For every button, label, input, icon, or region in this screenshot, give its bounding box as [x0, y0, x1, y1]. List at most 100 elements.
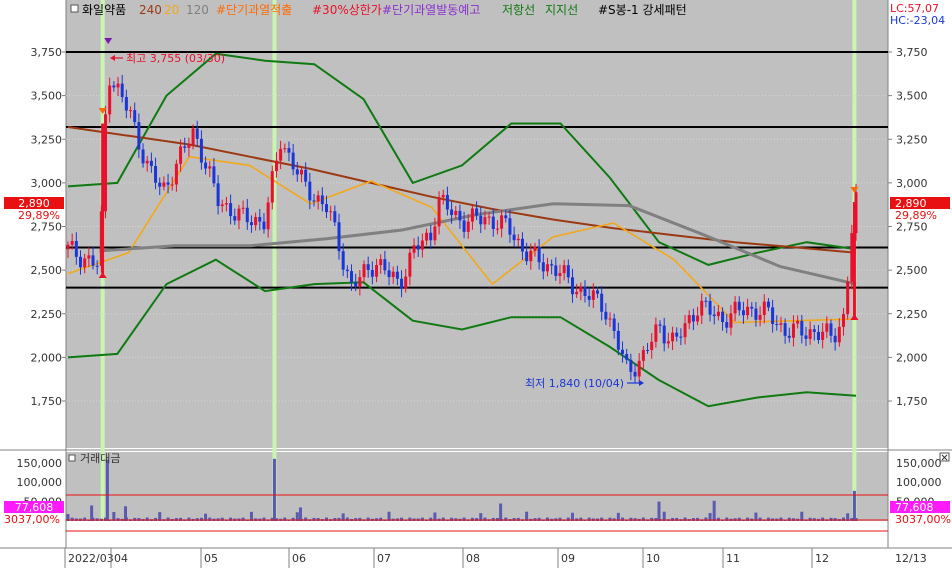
- ma-240-line: [67, 126, 857, 254]
- candle-body: [612, 318, 616, 331]
- candle-body: [729, 313, 733, 328]
- candle-body: [512, 234, 516, 241]
- volume-bar: [746, 517, 750, 521]
- y-tick-left: 3,250: [31, 133, 63, 146]
- volume-bar: [683, 517, 687, 521]
- candle-body: [833, 335, 837, 343]
- candle-body: [675, 332, 679, 337]
- candle-body: [712, 314, 716, 317]
- candle-body: [775, 324, 779, 326]
- volume-bar: [70, 517, 74, 521]
- y-tick-left: 3,750: [31, 46, 63, 59]
- volume-bar: [204, 513, 208, 521]
- volume-bar: [516, 517, 520, 521]
- volume-bar: [650, 517, 654, 521]
- candle-body: [433, 226, 437, 241]
- volume-pct-right: 3037,00%: [895, 513, 951, 526]
- volume-bar: [272, 458, 276, 521]
- candle-body: [233, 216, 237, 221]
- candle-body: [666, 341, 670, 344]
- candle-body: [308, 181, 312, 201]
- signal-markers: [98, 38, 859, 320]
- candle-body: [295, 169, 299, 175]
- candle-body: [191, 128, 195, 145]
- candle-body: [483, 217, 487, 225]
- volume-bar: [671, 517, 675, 521]
- bollinger-lower: [67, 258, 857, 408]
- candle-body: [846, 281, 850, 315]
- signal-arrow-down: [850, 187, 859, 193]
- volume-bar: [241, 517, 245, 521]
- candle-body: [216, 183, 220, 207]
- candle-body: [400, 278, 404, 289]
- candle-body: [587, 295, 591, 300]
- candle-body: [529, 250, 533, 262]
- candle-body: [591, 290, 595, 300]
- lc-indicator: LC:57,07: [890, 2, 939, 15]
- candle-body: [570, 277, 574, 295]
- volume-y-tick-left: 100,000: [17, 476, 63, 489]
- candle-body: [133, 110, 137, 123]
- volume-bar: [90, 505, 94, 521]
- volume-y-tick-right: 100,000: [896, 476, 942, 489]
- volume-bar: [262, 517, 266, 521]
- candle-body: [370, 270, 374, 277]
- candle-body: [70, 240, 74, 245]
- candle-body: [279, 148, 283, 161]
- candle-body: [116, 83, 120, 88]
- volume-bar: [154, 517, 158, 521]
- volume-bar: [621, 517, 625, 521]
- volume-title-checkbox[interactable]: [68, 454, 76, 462]
- date-x-axis: 2022/03 04 05 06 07 08 09 10 11 12 12/13: [64, 548, 927, 568]
- volume-bar: [616, 512, 620, 521]
- candle-body: [341, 251, 345, 270]
- candle-body: [696, 315, 700, 322]
- candle-body: [199, 138, 203, 163]
- candle-body: [324, 204, 328, 213]
- price-plot-area: [66, 0, 888, 448]
- candle-body: [337, 222, 341, 252]
- volume-bar: [229, 517, 233, 521]
- volume-bar: [333, 517, 337, 521]
- candle-body: [258, 216, 262, 222]
- candle-body: [137, 122, 141, 150]
- volume-bar: [145, 517, 149, 521]
- candle-body: [183, 146, 187, 148]
- candle-body: [625, 354, 629, 360]
- candle-body: [562, 265, 566, 274]
- signal-arrow-up: [850, 314, 859, 320]
- volume-bar: [429, 517, 433, 521]
- volume-title: 거래대금: [80, 452, 120, 465]
- y-tick-right: 3,000: [896, 177, 928, 190]
- volume-bar: [737, 517, 741, 521]
- candle-body: [74, 240, 78, 257]
- candle-body: [716, 311, 720, 317]
- volume-bar: [483, 517, 487, 521]
- volume-bar: [537, 517, 541, 521]
- volume-bar: [470, 517, 474, 521]
- candle-body: [487, 216, 491, 218]
- y-tick-right: 3,750: [896, 46, 928, 59]
- candle-body: [395, 271, 399, 279]
- volume-bar: [758, 517, 762, 521]
- y-tick-left: 3,000: [31, 177, 63, 190]
- candle-body: [646, 349, 650, 351]
- volume-bar: [525, 511, 529, 521]
- x-tick: 09: [561, 552, 575, 565]
- legend-checkbox[interactable]: [70, 4, 79, 13]
- legend-pattern: #S봉-1 강세패턴: [598, 3, 687, 17]
- candle-body: [291, 152, 295, 170]
- candle-body: [187, 144, 191, 148]
- y-tick-right: 2,250: [896, 308, 928, 321]
- candle-body: [700, 300, 704, 316]
- candle-body: [91, 255, 95, 266]
- candle-body: [179, 146, 183, 164]
- volume-bar: [312, 517, 316, 521]
- volume-bar: [441, 517, 445, 521]
- volume-bar: [841, 517, 845, 521]
- volume-bar: [479, 513, 483, 521]
- y-tick-left: 2,500: [31, 264, 63, 277]
- volume-pct-left: 3037,00%: [4, 513, 60, 526]
- candle-body: [174, 163, 178, 185]
- candle-body: [746, 306, 750, 316]
